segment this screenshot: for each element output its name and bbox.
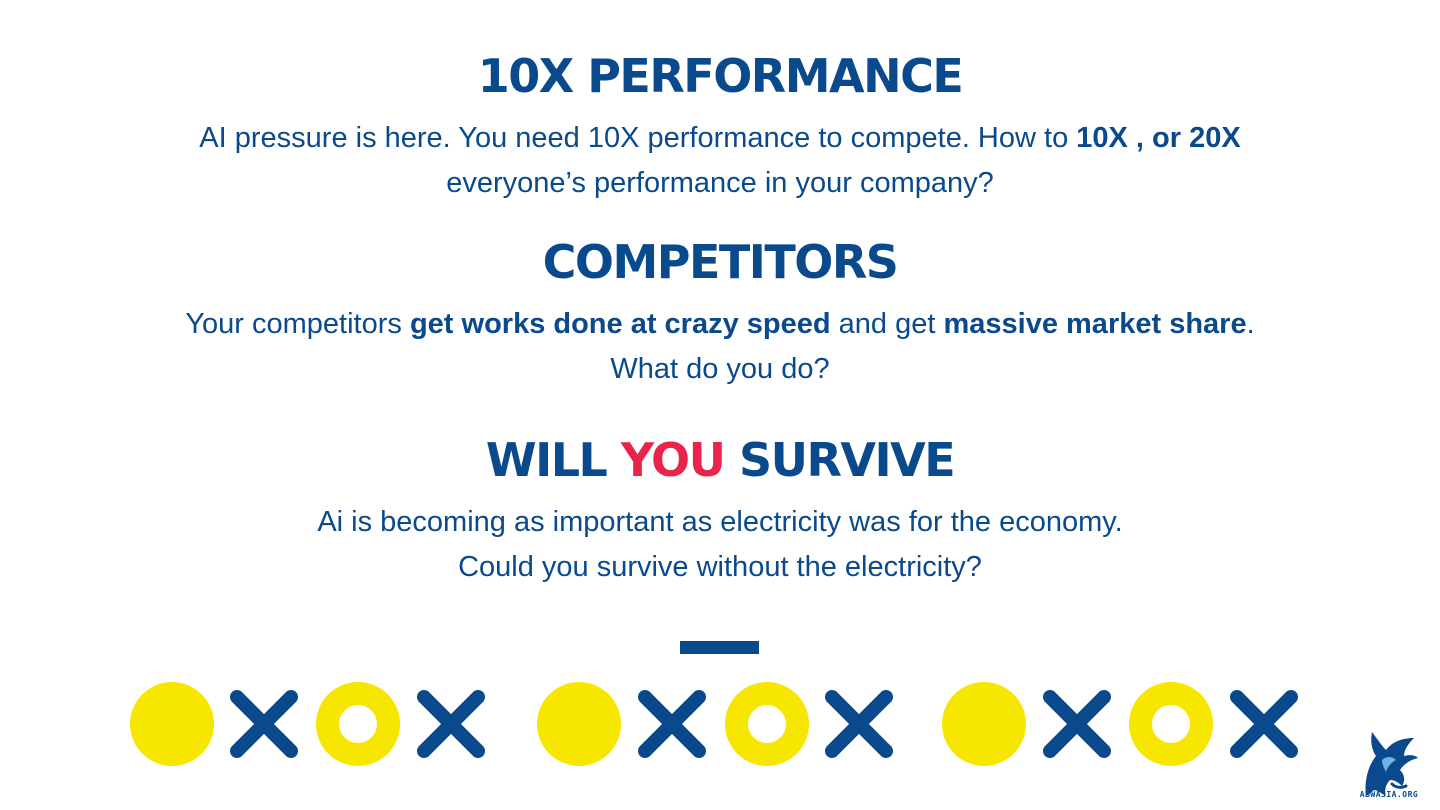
yellow-circle-icon (130, 682, 214, 766)
divider-dash (680, 641, 759, 654)
survive-heading-part-1: WILL (485, 433, 621, 487)
competitors-text-part-3: . What do you do? (610, 308, 1255, 385)
competitors-text-bold-2: massive market share (943, 308, 1247, 340)
performance-text-part-1: AI pressure is here. You need 10X perfor… (199, 122, 1077, 154)
blue-x-icon (638, 690, 706, 758)
survive-text: Ai is becoming as important as electrici… (220, 500, 1220, 590)
survive-heading: WILL YOU SURVIVE (0, 434, 1440, 486)
performance-text-part-2: everyone’s performance in your company? (446, 167, 994, 199)
blue-x-icon (1230, 690, 1298, 758)
eagle-logo-icon (1365, 732, 1418, 796)
competitors-text: Your competitors get works done at crazy… (180, 302, 1260, 392)
survive-heading-highlight: YOU (620, 433, 726, 487)
blue-x-icon (230, 690, 298, 758)
yellow-ring-icon (316, 682, 400, 766)
performance-heading: 10X PERFORMANCE (477, 49, 964, 103)
yellow-circle-icon (537, 682, 621, 766)
performance-text-bold: 10X , or 20X (1076, 122, 1241, 154)
performance-text: AI pressure is here. You need 10X perfor… (170, 116, 1270, 206)
yellow-ring-icon (725, 682, 809, 766)
competitors-text-part-2: and get (830, 308, 944, 340)
survive-text-line-1: Ai is becoming as important as electrici… (317, 506, 1123, 538)
yellow-circle-icon (942, 682, 1026, 766)
competitors-section: COMPETITORS Your competitors get works d… (0, 236, 1440, 392)
competitors-text-part-1: Your competitors (185, 308, 410, 340)
competitors-text-bold-1: get works done at crazy speed (409, 308, 831, 340)
logo-text: ABWASIA.ORG (1359, 790, 1419, 799)
yellow-ring-icon (1129, 682, 1213, 766)
blue-x-icon (417, 690, 485, 758)
survive-heading-part-3: SURVIVE (724, 433, 956, 487)
survive-section: WILL YOU SURVIVE Ai is becoming as impor… (0, 434, 1440, 590)
blue-x-icon (1043, 690, 1111, 758)
performance-section: 10X PERFORMANCE AI pressure is here. You… (0, 50, 1440, 206)
survive-text-line-2: Could you survive without the electricit… (458, 551, 982, 583)
competitors-heading: COMPETITORS (542, 235, 899, 289)
blue-x-icon (825, 690, 893, 758)
